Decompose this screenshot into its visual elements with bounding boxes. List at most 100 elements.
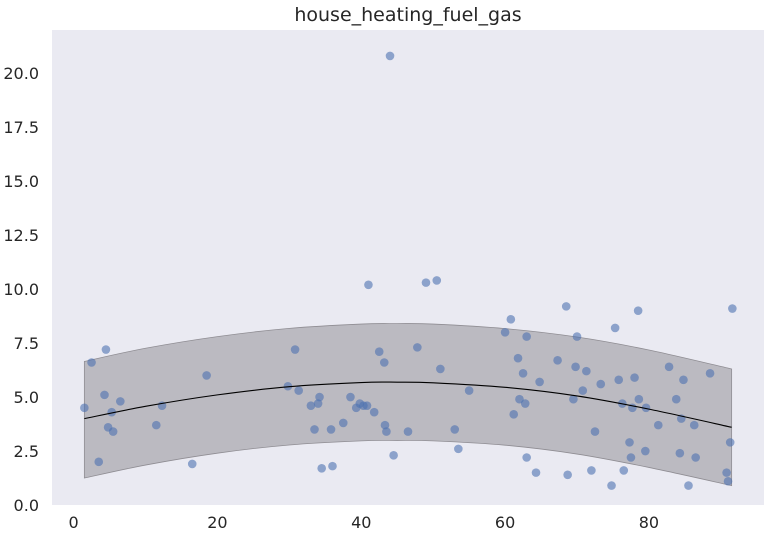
data-point — [633, 306, 643, 315]
y-tick-label: 7.5 — [14, 334, 39, 353]
data-point — [94, 457, 104, 467]
data-point — [728, 304, 737, 313]
y-axis-ticks: 0.0 2.5 5.0 7.5 10.0 12.5 15.0 17.5 20.0 — [3, 64, 39, 515]
data-point — [294, 386, 303, 395]
data-point — [101, 345, 111, 354]
fit-line — [84, 381, 732, 428]
data-point — [436, 364, 445, 374]
data-point — [535, 377, 544, 387]
data-point — [310, 425, 319, 434]
data-point — [569, 394, 578, 404]
data-point — [389, 451, 398, 460]
data-point — [653, 420, 663, 430]
y-tick-label: 10.0 — [3, 280, 39, 299]
data-point — [664, 362, 674, 372]
data-point — [454, 444, 463, 454]
data-point — [518, 368, 528, 378]
data-point — [641, 403, 651, 413]
data-point — [725, 438, 735, 447]
y-tick-label: 20.0 — [3, 64, 39, 83]
data-point — [563, 470, 572, 480]
data-point — [116, 397, 125, 406]
data-point — [374, 347, 384, 357]
data-point — [450, 425, 460, 434]
data-point — [641, 446, 650, 456]
data-point — [610, 323, 620, 333]
x-tick-label: 40 — [351, 513, 371, 532]
data-point — [432, 276, 442, 285]
data-point — [326, 425, 336, 434]
data-point — [590, 427, 600, 436]
data-point — [522, 453, 531, 462]
data-point — [614, 375, 624, 385]
data-point — [380, 420, 390, 430]
x-tick-label: 0 — [68, 513, 78, 532]
data-point — [379, 358, 389, 367]
data-point — [689, 420, 699, 430]
data-point — [369, 407, 379, 417]
y-tick-label: 12.5 — [3, 226, 39, 245]
data-point — [582, 366, 591, 376]
data-point — [619, 466, 629, 475]
data-point — [571, 362, 580, 372]
data-point — [346, 392, 355, 402]
data-point — [553, 356, 562, 365]
data-point — [531, 468, 541, 477]
data-point — [705, 368, 715, 378]
data-point — [464, 386, 474, 395]
data-point — [317, 463, 326, 473]
data-point — [675, 448, 685, 458]
confidence-band — [83, 323, 733, 487]
data-point — [338, 418, 348, 428]
data-point — [385, 51, 395, 61]
data-point — [625, 438, 634, 447]
data-point — [684, 481, 693, 490]
data-point — [100, 390, 109, 400]
data-point — [313, 399, 323, 408]
data-point — [403, 427, 413, 436]
y-tick-label: 17.5 — [3, 118, 39, 137]
data-point — [151, 420, 161, 430]
data-point — [722, 468, 731, 477]
y-tick-label: 0.0 — [14, 496, 39, 515]
chart-title: house_heating_fuel_gas — [294, 4, 521, 26]
data-point — [364, 280, 373, 290]
data-point — [421, 278, 431, 287]
data-point — [513, 353, 523, 363]
fit-line-layer — [84, 381, 732, 428]
data-point — [506, 315, 516, 324]
data-point — [315, 392, 324, 402]
data-point — [413, 343, 422, 352]
data-point — [509, 410, 519, 419]
data-point — [572, 332, 582, 341]
data-point — [630, 373, 639, 382]
data-point — [522, 332, 531, 341]
data-point — [723, 476, 733, 486]
data-point — [587, 466, 596, 475]
y-tick-label: 5.0 — [14, 388, 39, 407]
data-point — [306, 401, 316, 410]
x-tick-label: 60 — [495, 513, 515, 532]
y-tick-label: 15.0 — [3, 172, 39, 191]
data-point — [634, 394, 644, 404]
x-axis-ticks: 0 20 40 60 80 — [68, 513, 659, 532]
data-point — [87, 358, 96, 367]
data-point — [108, 427, 118, 436]
x-tick-label: 20 — [207, 513, 227, 532]
data-point — [107, 407, 116, 417]
data-point — [80, 403, 89, 413]
data-point — [202, 371, 211, 380]
data-point — [500, 327, 510, 337]
data-point — [187, 459, 197, 469]
data-point — [626, 453, 636, 462]
data-point — [561, 302, 571, 311]
y-tick-label: 2.5 — [14, 442, 39, 461]
data-point — [679, 375, 688, 385]
data-point — [607, 481, 616, 490]
data-point — [283, 381, 293, 391]
data-point — [520, 399, 530, 408]
data-point — [691, 453, 700, 462]
data-point — [290, 345, 300, 354]
